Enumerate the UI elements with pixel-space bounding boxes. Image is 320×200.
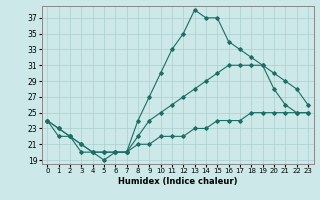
X-axis label: Humidex (Indice chaleur): Humidex (Indice chaleur): [118, 177, 237, 186]
